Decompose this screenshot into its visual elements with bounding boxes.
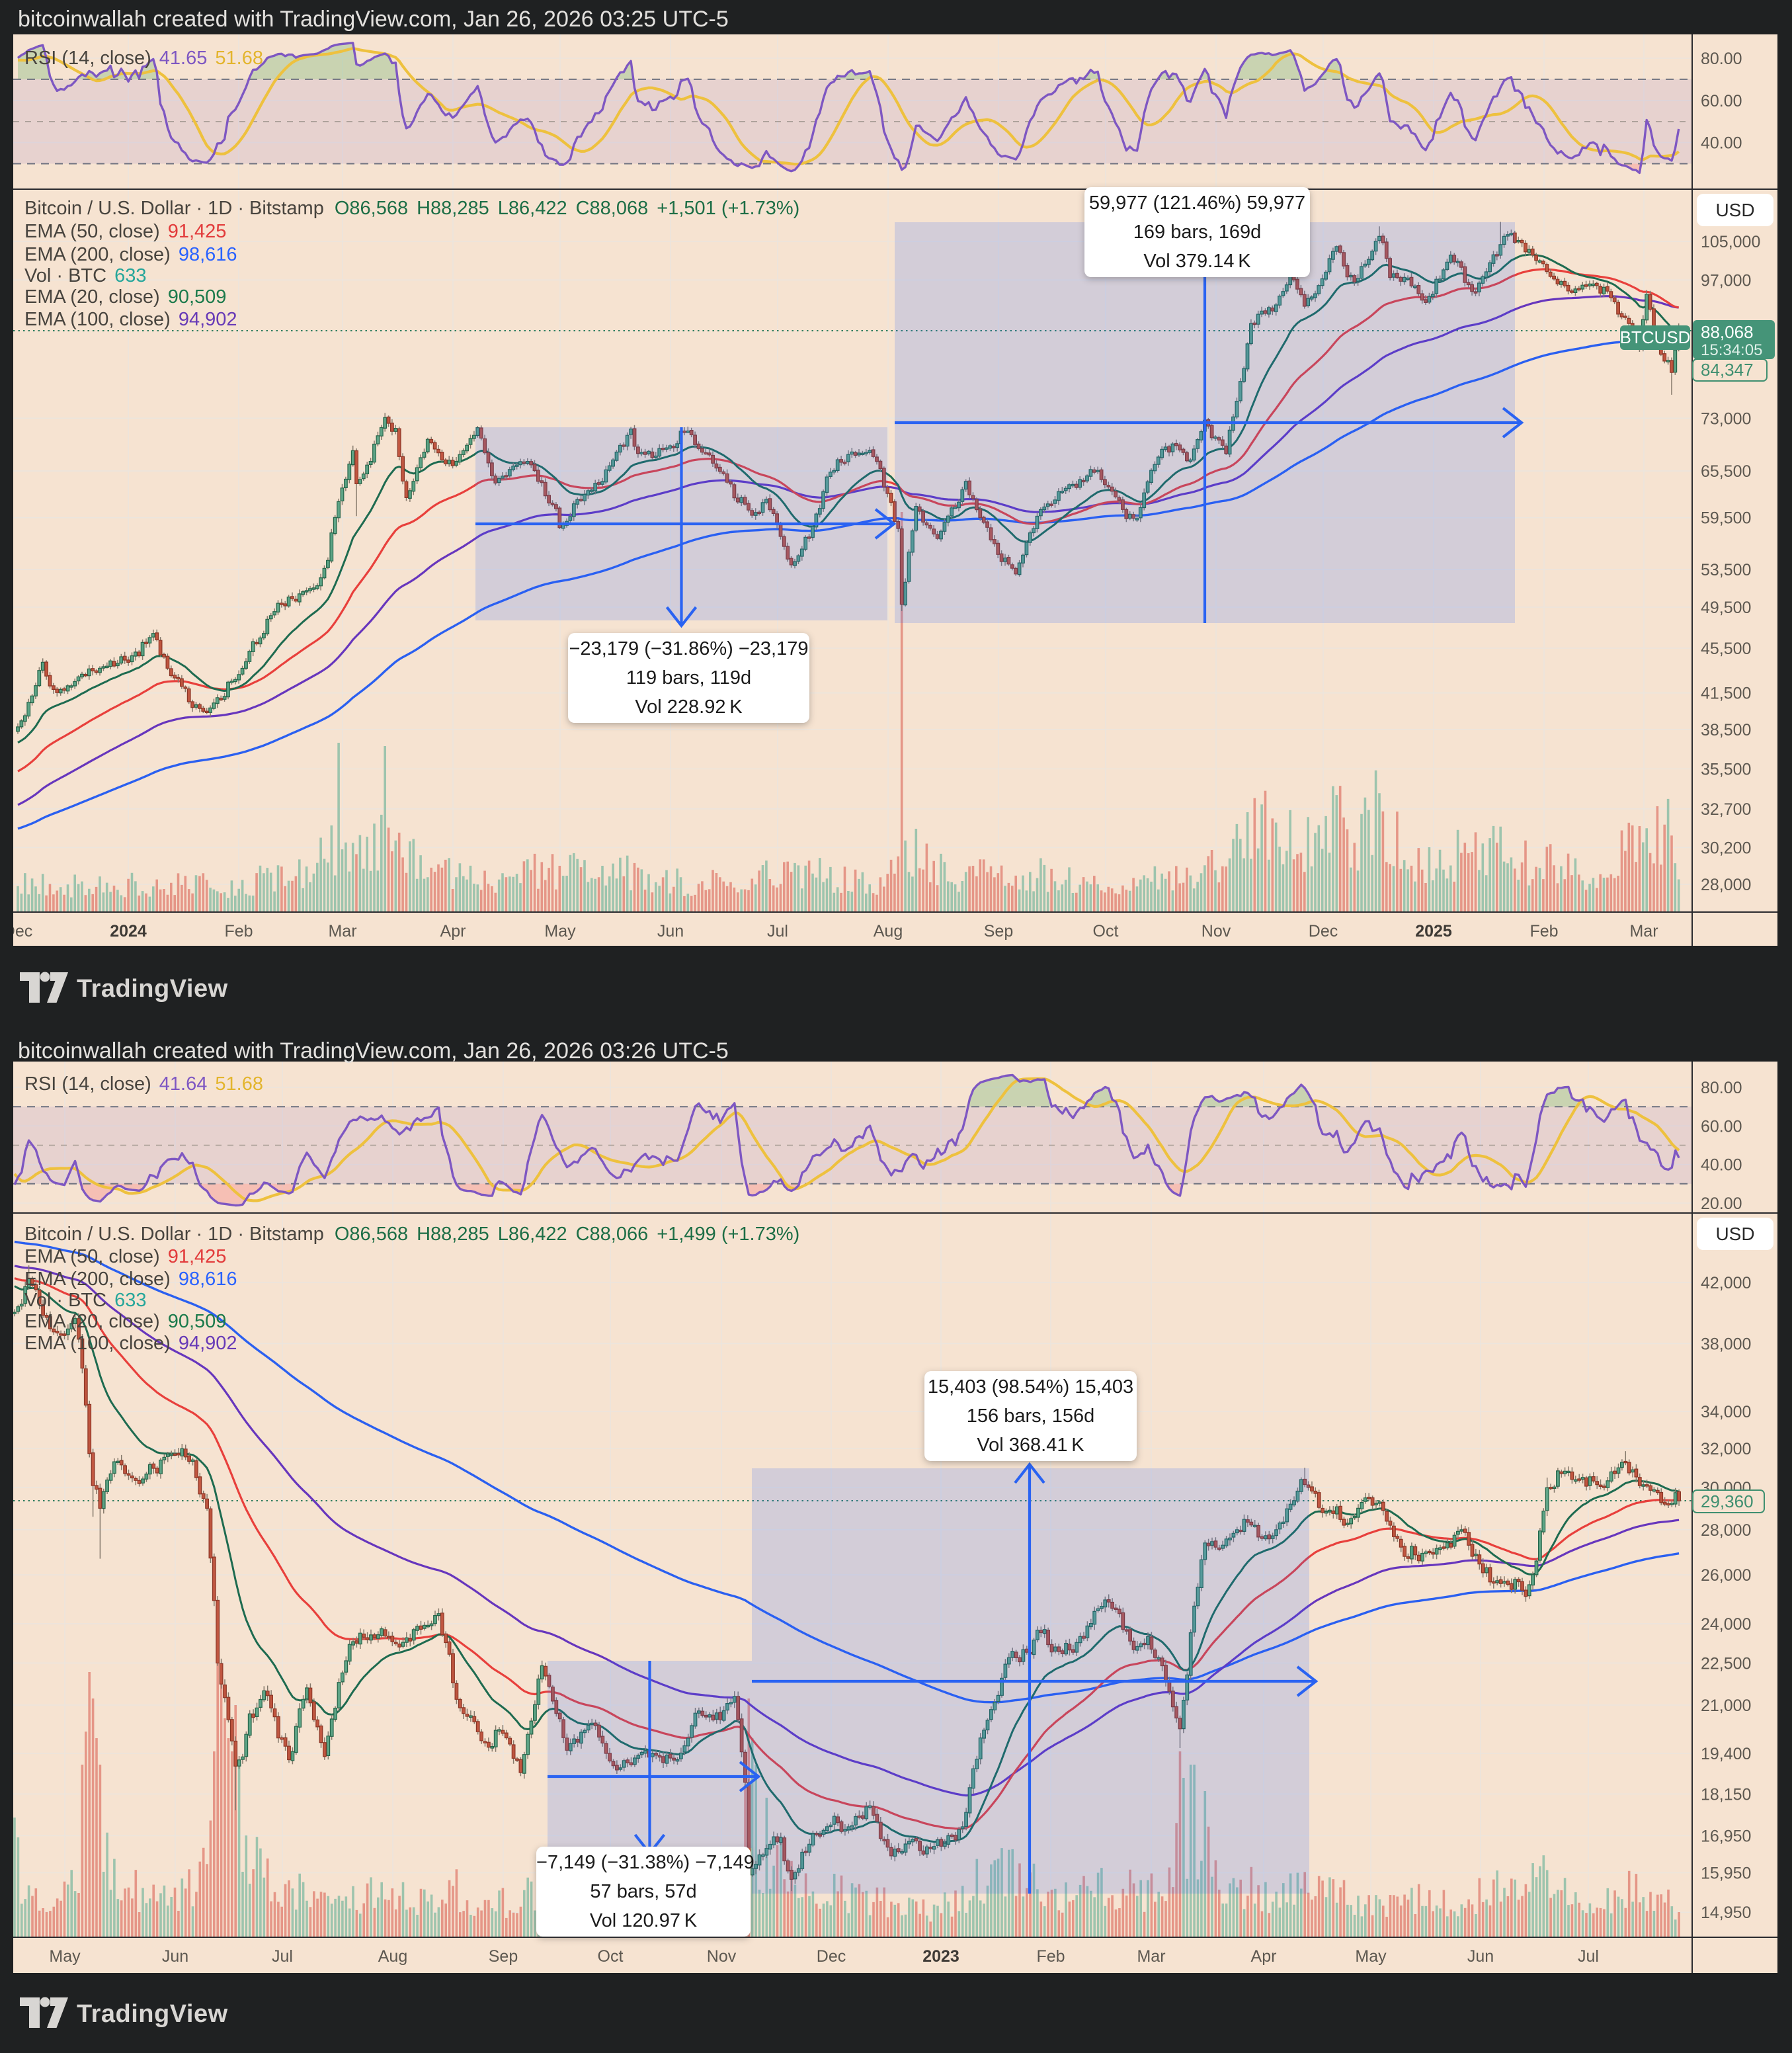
svg-text:59,500: 59,500 bbox=[1701, 509, 1751, 528]
svg-text:Feb: Feb bbox=[1529, 922, 1558, 941]
svg-text:USD: USD bbox=[1715, 200, 1754, 220]
svg-text:28,000: 28,000 bbox=[1701, 1521, 1751, 1540]
svg-text:84,347: 84,347 bbox=[1701, 360, 1754, 380]
svg-text:Jul: Jul bbox=[767, 922, 788, 941]
svg-text:TradingView: TradingView bbox=[77, 975, 228, 1003]
svg-text:Jul: Jul bbox=[272, 1947, 293, 1966]
svg-text:60.00: 60.00 bbox=[1701, 92, 1742, 110]
svg-text:Dec: Dec bbox=[3, 922, 32, 941]
svg-text:Sep: Sep bbox=[984, 922, 1013, 941]
svg-text:May: May bbox=[544, 922, 576, 941]
svg-text:2023: 2023 bbox=[922, 1947, 959, 1966]
svg-text:Jul: Jul bbox=[1578, 1947, 1599, 1966]
svg-text:40.00: 40.00 bbox=[1701, 1156, 1742, 1175]
svg-text:15,950: 15,950 bbox=[1701, 1864, 1751, 1883]
svg-text:Feb: Feb bbox=[1036, 1947, 1065, 1966]
svg-text:2024: 2024 bbox=[110, 922, 147, 941]
svg-text:34,000: 34,000 bbox=[1701, 1403, 1751, 1421]
svg-text:Dec: Dec bbox=[817, 1947, 846, 1966]
svg-text:Dec: Dec bbox=[1309, 922, 1338, 941]
svg-text:38,000: 38,000 bbox=[1701, 1335, 1751, 1353]
svg-text:73,000: 73,000 bbox=[1701, 409, 1751, 428]
svg-text:15:34:05: 15:34:05 bbox=[1701, 341, 1762, 359]
svg-text:Aug: Aug bbox=[378, 1947, 407, 1966]
svg-text:80.00: 80.00 bbox=[1701, 1079, 1742, 1097]
svg-text:22,500: 22,500 bbox=[1701, 1654, 1751, 1673]
svg-text:TradingView: TradingView bbox=[77, 2000, 228, 2028]
svg-text:19,400: 19,400 bbox=[1701, 1745, 1751, 1763]
svg-text:Apr: Apr bbox=[440, 922, 466, 941]
svg-text:May: May bbox=[49, 1947, 81, 1966]
svg-text:May: May bbox=[1355, 1947, 1387, 1966]
svg-text:60.00: 60.00 bbox=[1701, 1117, 1742, 1136]
svg-text:Jun: Jun bbox=[657, 922, 684, 941]
svg-text:28,000: 28,000 bbox=[1701, 876, 1751, 894]
svg-text:18,150: 18,150 bbox=[1701, 1785, 1751, 1804]
svg-text:88,068: 88,068 bbox=[1701, 322, 1754, 342]
svg-text:45,500: 45,500 bbox=[1701, 640, 1751, 658]
svg-text:20.00: 20.00 bbox=[1701, 1194, 1742, 1213]
svg-text:21,000: 21,000 bbox=[1701, 1697, 1751, 1715]
svg-text:BTCUSD: BTCUSD bbox=[1620, 327, 1691, 347]
svg-text:105,000: 105,000 bbox=[1701, 233, 1760, 251]
svg-text:Apr: Apr bbox=[1251, 1947, 1277, 1966]
svg-text:14,950: 14,950 bbox=[1701, 1904, 1751, 1922]
svg-text:Mar: Mar bbox=[328, 922, 356, 941]
svg-text:USD: USD bbox=[1715, 1224, 1754, 1244]
svg-text:Oct: Oct bbox=[598, 1947, 624, 1966]
svg-text:16,950: 16,950 bbox=[1701, 1827, 1751, 1846]
svg-text:35,500: 35,500 bbox=[1701, 761, 1751, 779]
svg-text:97,000: 97,000 bbox=[1701, 271, 1751, 290]
svg-text:53,500: 53,500 bbox=[1701, 561, 1751, 579]
svg-text:2025: 2025 bbox=[1415, 922, 1452, 941]
svg-text:29,360: 29,360 bbox=[1701, 1491, 1754, 1511]
svg-text:80.00: 80.00 bbox=[1701, 50, 1742, 68]
svg-text:Aug: Aug bbox=[874, 922, 903, 941]
svg-text:65,500: 65,500 bbox=[1701, 462, 1751, 481]
svg-text:Oct: Oct bbox=[1093, 922, 1119, 941]
svg-text:24,000: 24,000 bbox=[1701, 1615, 1751, 1634]
svg-text:Mar: Mar bbox=[1137, 1947, 1165, 1966]
svg-text:Mar: Mar bbox=[1629, 922, 1658, 941]
svg-text:Jun: Jun bbox=[162, 1947, 188, 1966]
svg-text:49,500: 49,500 bbox=[1701, 599, 1751, 617]
svg-text:Jun: Jun bbox=[1467, 1947, 1494, 1966]
svg-text:40.00: 40.00 bbox=[1701, 134, 1742, 153]
svg-text:32,700: 32,700 bbox=[1701, 800, 1751, 819]
svg-text:Nov: Nov bbox=[1201, 922, 1231, 941]
svg-text:26,000: 26,000 bbox=[1701, 1566, 1751, 1585]
svg-text:Feb: Feb bbox=[224, 922, 253, 941]
svg-text:Sep: Sep bbox=[489, 1947, 518, 1966]
svg-text:30,200: 30,200 bbox=[1701, 839, 1751, 857]
svg-text:42,000: 42,000 bbox=[1701, 1274, 1751, 1292]
svg-text:32,000: 32,000 bbox=[1701, 1440, 1751, 1458]
svg-text:Nov: Nov bbox=[707, 1947, 737, 1966]
svg-text:38,500: 38,500 bbox=[1701, 721, 1751, 739]
svg-text:41,500: 41,500 bbox=[1701, 685, 1751, 703]
